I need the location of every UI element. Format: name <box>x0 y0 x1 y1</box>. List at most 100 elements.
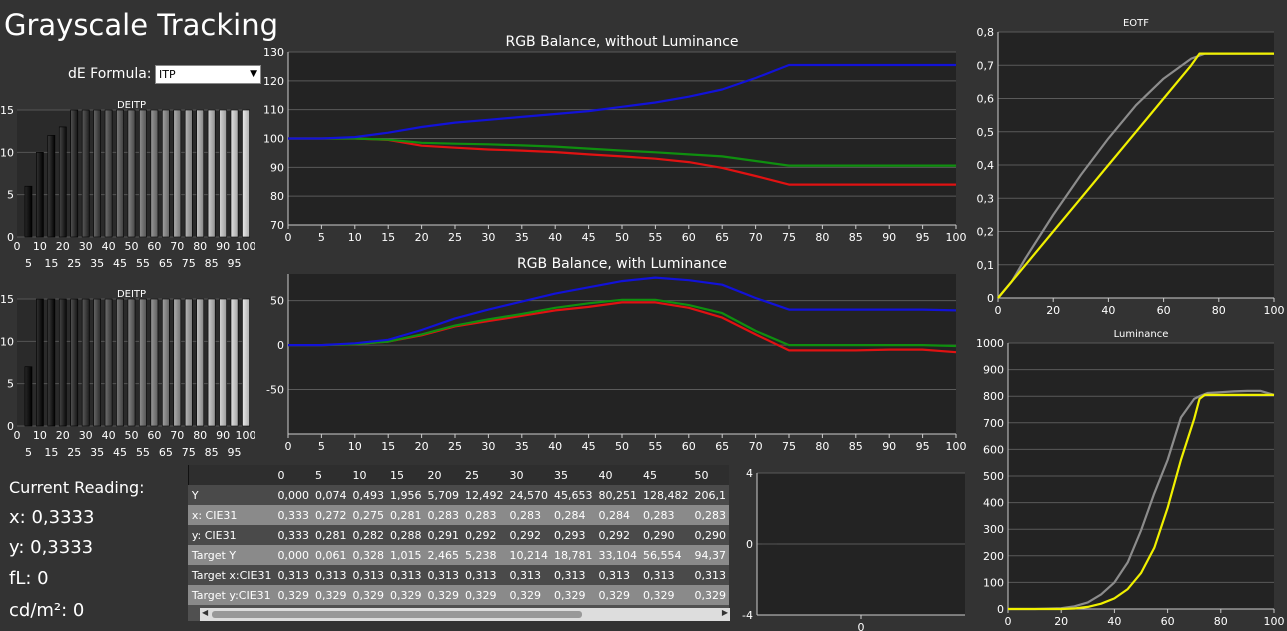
table-cell[interactable]: 0,333 <box>274 505 312 525</box>
table-row[interactable]: Target x:CIE31 0,313 0,313 0,313 0,313 0,313 0… <box>188 565 729 585</box>
table-row[interactable]: y: CIE31 0,333 0,281 0,282 0,288 0,291 0,292 0,… <box>188 525 729 545</box>
table-cell[interactable]: 0,329 <box>424 585 462 605</box>
table-cell[interactable]: 56,554 <box>640 545 692 565</box>
table-cell[interactable]: 0,329 <box>387 585 425 605</box>
table-cell[interactable]: 0,281 <box>387 505 425 525</box>
table-cell[interactable]: 33,104 <box>595 545 640 565</box>
table-cell[interactable]: 0,313 <box>640 565 692 585</box>
table-cell[interactable]: 0,061 <box>312 545 350 565</box>
table-cell[interactable]: 0,291 <box>424 525 462 545</box>
table-cell[interactable]: 0,283 <box>691 505 729 525</box>
x-tick-label: 30 <box>481 440 495 453</box>
table-cell[interactable]: 0,283 <box>424 505 462 525</box>
column-header[interactable]: 35 <box>551 465 596 485</box>
scrollbar-thumb[interactable] <box>212 611 582 618</box>
table-cell[interactable]: 1,956 <box>387 485 425 505</box>
table-row[interactable]: Target y:CIE31 0,329 0,329 0,329 0,329 0,329 0… <box>188 585 729 605</box>
table-cell[interactable]: 94,37 <box>691 545 729 565</box>
table-cell[interactable]: 0,329 <box>274 585 312 605</box>
row-selector[interactable] <box>188 565 189 585</box>
table-cell[interactable]: 0,000 <box>274 545 312 565</box>
table-cell[interactable]: 0,313 <box>274 565 312 585</box>
table-horizontal-scrollbar[interactable]: ◀ ▶ <box>200 608 730 621</box>
table-cell[interactable]: 0,283 <box>506 505 551 525</box>
table-cell[interactable]: 0,313 <box>462 565 507 585</box>
table-cell[interactable]: 0,281 <box>312 525 350 545</box>
row-selector[interactable] <box>188 545 189 565</box>
table-cell[interactable]: 2,465 <box>424 545 462 565</box>
scroll-left-icon[interactable]: ◀ <box>202 608 209 617</box>
row-selector[interactable] <box>188 505 189 525</box>
table-cell[interactable]: 0,328 <box>349 545 387 565</box>
measurement-table[interactable]: 0 5 10 15 20 25 30 35 40 45 50 Y 0,000 0,074 0,493 1,9… <box>188 465 729 621</box>
table-cell[interactable]: 0,293 <box>551 525 596 545</box>
table-cell[interactable]: 0,313 <box>691 565 729 585</box>
column-header[interactable]: 45 <box>640 465 692 485</box>
table-cell[interactable]: 0,329 <box>595 585 640 605</box>
table-cell[interactable]: 0,329 <box>691 585 729 605</box>
table-cell[interactable]: 0,329 <box>462 585 507 605</box>
table-cell[interactable]: 0,292 <box>595 525 640 545</box>
table-cell[interactable]: 0,313 <box>595 565 640 585</box>
table-cell[interactable]: 18,781 <box>551 545 596 565</box>
table-cell[interactable]: 0,292 <box>462 525 507 545</box>
table-cell[interactable]: 24,570 <box>506 485 551 505</box>
table-cell[interactable]: 0,493 <box>349 485 387 505</box>
table-cell[interactable]: 0,290 <box>640 525 692 545</box>
table-cell[interactable]: 0,275 <box>349 505 387 525</box>
table-cell[interactable]: 0,329 <box>312 585 350 605</box>
column-header[interactable]: 0 <box>274 465 312 485</box>
column-header[interactable]: 5 <box>312 465 350 485</box>
column-header[interactable]: 15 <box>387 465 425 485</box>
row-selector[interactable] <box>188 525 189 545</box>
scroll-right-icon[interactable]: ▶ <box>721 608 728 617</box>
table-cell[interactable]: 0,333 <box>274 525 312 545</box>
row-selector[interactable] <box>188 585 189 605</box>
table-cell[interactable]: 0,313 <box>349 565 387 585</box>
table-cell[interactable]: 0,313 <box>387 565 425 585</box>
table-cell[interactable]: 45,653 <box>551 485 596 505</box>
row-selector[interactable] <box>188 485 189 505</box>
table-cell[interactable]: 0,313 <box>506 565 551 585</box>
table-cell[interactable]: 128,482 <box>640 485 692 505</box>
column-header[interactable]: 30 <box>506 465 551 485</box>
table-cell[interactable]: 5,709 <box>424 485 462 505</box>
table-cell[interactable]: 0,329 <box>349 585 387 605</box>
table-cell[interactable]: 0,292 <box>506 525 551 545</box>
table-cell[interactable]: 0,313 <box>424 565 462 585</box>
table-cell[interactable]: 0,284 <box>551 505 596 525</box>
table-cell[interactable]: 0,329 <box>640 585 692 605</box>
column-header[interactable]: 50 <box>691 465 729 485</box>
column-header[interactable]: 25 <box>462 465 507 485</box>
table-cell[interactable]: 0,283 <box>640 505 692 525</box>
x-tick-label: 90 <box>882 231 896 244</box>
de-formula-dropdown[interactable]: ITP ▼ <box>155 65 261 84</box>
x-tick-label: 100 <box>236 240 256 253</box>
table-row[interactable]: Target Y 0,000 0,061 0,328 1,015 2,465 5,238 10… <box>188 545 729 565</box>
column-header[interactable]: 10 <box>349 465 387 485</box>
table-cell[interactable]: 12,492 <box>462 485 507 505</box>
y-tick-label: -4 <box>742 609 753 622</box>
table-cell[interactable]: 5,238 <box>462 545 507 565</box>
table-row[interactable]: Y 0,000 0,074 0,493 1,956 5,709 12,492 24,570 45… <box>188 485 729 505</box>
table-cell[interactable]: 0,329 <box>551 585 596 605</box>
table-cell[interactable]: 0,000 <box>274 485 312 505</box>
table-cell[interactable]: 0,284 <box>595 505 640 525</box>
table-cell[interactable]: 0,288 <box>387 525 425 545</box>
table-cell[interactable]: 0,329 <box>506 585 551 605</box>
table-cell[interactable]: 0,074 <box>312 485 350 505</box>
table-row[interactable]: x: CIE31 0,333 0,272 0,275 0,281 0,283 0,283 0,… <box>188 505 729 525</box>
table-cell[interactable]: 1,015 <box>387 545 425 565</box>
table-cell[interactable]: 0,313 <box>312 565 350 585</box>
column-header[interactable]: 40 <box>595 465 640 485</box>
table-cell[interactable]: 0,313 <box>551 565 596 585</box>
table-cell[interactable]: 0,282 <box>349 525 387 545</box>
table-cell[interactable]: 206,1 <box>691 485 729 505</box>
table-cell[interactable]: 0,290 <box>691 525 729 545</box>
table-cell[interactable]: 0,283 <box>462 505 507 525</box>
table-cell[interactable]: 10,214 <box>506 545 551 565</box>
table-cell[interactable]: 0,272 <box>312 505 350 525</box>
column-header[interactable]: 20 <box>424 465 462 485</box>
row-label: x: CIE31 <box>188 505 275 525</box>
table-cell[interactable]: 80,251 <box>595 485 640 505</box>
